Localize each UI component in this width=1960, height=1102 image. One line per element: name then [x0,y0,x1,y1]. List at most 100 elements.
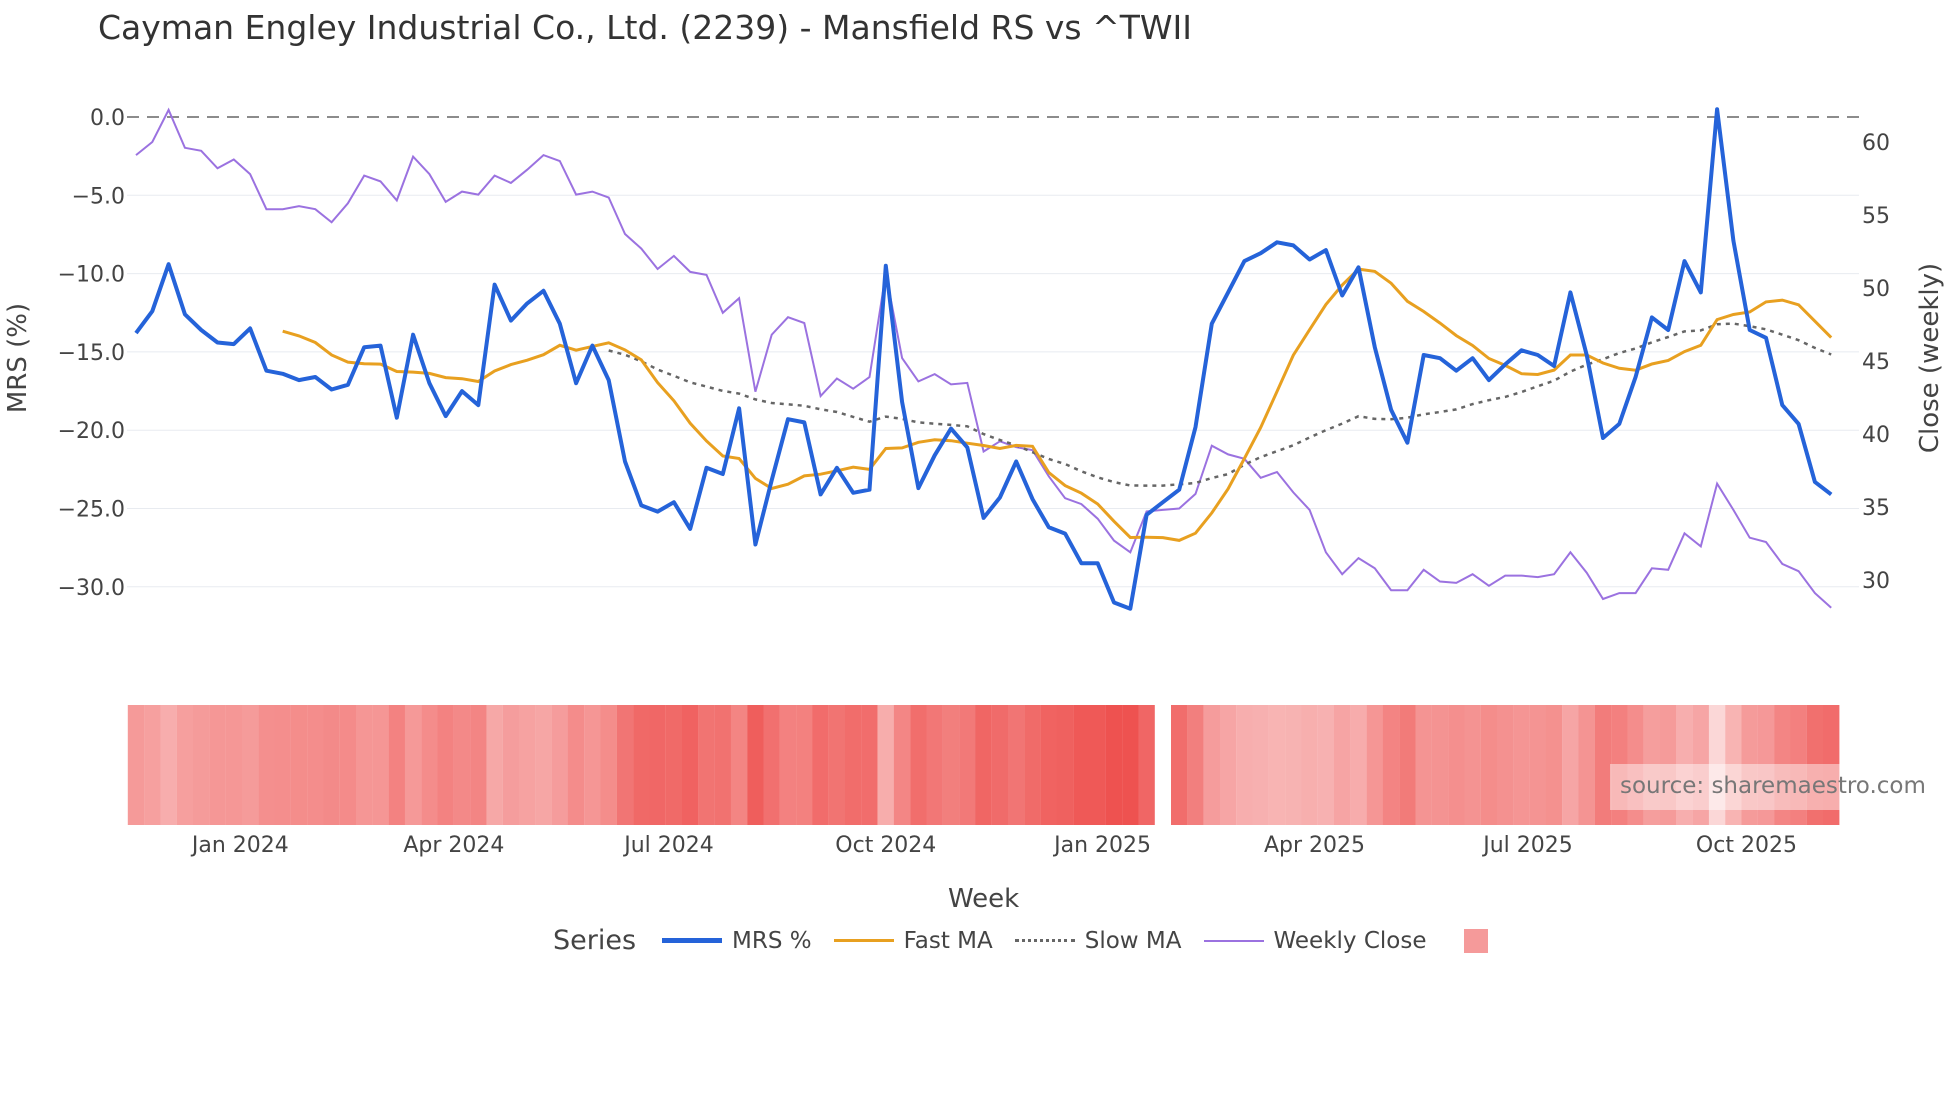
heatmap-cell [1252,705,1269,825]
legend-title: Series [553,925,637,956]
x-tick-label: Apr 2024 [403,833,504,858]
heatmap-cell [307,705,324,825]
heatmap-cell [910,705,927,825]
y-tick-label: −20.0 [58,419,125,444]
heatmap-cell [877,705,894,825]
heatmap-cell [388,705,405,825]
heatmap-cell [828,705,846,825]
heatmap-cell [926,705,943,825]
heatmap-cell [1529,705,1546,825]
heatmap-cell [942,705,960,825]
heatmap-cell [437,705,454,825]
y2-tick-label: 40 [1862,423,1890,448]
axis-labels: 0.0 −5.0 −10.0 −15.0 −20.0 −25.0 −30.0 60 55 50 45… [3,106,1945,914]
x-tick-label: Jan 2025 [1052,833,1151,858]
heatmap-cell [1431,705,1449,825]
y2-tick-label: 45 [1862,350,1890,375]
heatmap-cell [1660,705,1677,825]
heatmap-cell [1643,705,1661,825]
source-watermark: source: sharemaestro.com [1610,764,1926,810]
heatmap-cell [1676,705,1693,825]
heatmap-cell [633,705,650,825]
heatmap-cell [796,705,813,825]
heatmap-cell [486,705,503,825]
heatmap-cell [682,705,699,825]
heatmap-cell [959,705,976,825]
heatmap-cell [1089,705,1106,825]
legend-item-heatmap[interactable] [1464,928,1489,953]
heatmap-cell [1823,705,1840,825]
weekly-close-line [135,107,1832,609]
heatmap-cell [1366,705,1383,825]
heatmap-cell [1497,705,1514,825]
heatmap-cell [1138,705,1155,825]
heatmap-cell [274,705,291,825]
heatmap-cell [1187,705,1204,825]
heatmap-cell [258,705,275,825]
series-lines [134,107,1833,611]
heatmap-cell [1203,705,1220,825]
slow-ma-line [608,322,1832,487]
heatmap-cell [1448,705,1465,825]
heatmap-cell [1317,705,1335,825]
heatmap-cell [1285,705,1302,825]
heatmap-cell [1513,705,1530,825]
legend-label: Slow MA [1084,927,1182,954]
fast-ma-line [282,267,1833,542]
legend-swatch [1014,939,1075,942]
legend-item-weekly-close[interactable]: Weekly Close [1203,927,1427,954]
heatmap-cell [1725,705,1742,825]
heatmap-cell [1774,705,1791,825]
heatmap-cell [404,705,422,825]
x-tick-label: Oct 2024 [835,833,936,858]
y2-tick-label: 60 [1862,131,1890,156]
heatmap-cell [225,705,242,825]
heatmap-cell [453,705,471,825]
heatmap-cell [991,705,1009,825]
heatmap-cell [975,705,992,825]
heatmap-cell [1219,705,1237,825]
y2-tick-label: 35 [1862,496,1890,521]
heatmap-cell [1692,705,1709,825]
heatmap-cell [144,705,161,825]
heatmap-cell [812,705,829,825]
heatmap-cell [1627,705,1644,825]
legend-label: Fast MA [903,927,993,954]
heatmap-cell [1236,705,1253,825]
heatmap-cell [1399,705,1416,825]
x-tick-label: Jan 2024 [190,833,289,858]
heatmap-cell [1545,705,1563,825]
y-tick-label: −25.0 [58,498,125,523]
heatmap-cell [176,705,194,825]
legend-swatch-heatmap [1464,928,1489,953]
y-tick-label: −30.0 [58,576,125,601]
y2-tick-label: 50 [1862,277,1890,302]
heatmap-cell [551,705,568,825]
heatmap-cell [356,705,373,825]
y-tick-label: −15.0 [58,341,125,366]
heatmap-cell [1334,705,1351,825]
heatmap-cell [1171,705,1188,825]
heatmap-cell [502,705,520,825]
legend-item-slow-ma[interactable]: Slow MA [1014,927,1182,954]
heatmap-cell [845,705,862,825]
heatmap-cell [584,705,601,825]
heatmap-cell [1741,705,1758,825]
heatmap-cell [241,705,259,825]
legend-item-mrs[interactable]: MRS % [662,928,812,954]
heatmap-cell [1578,705,1595,825]
heatmap-cell [519,705,536,825]
heatmap-cell [714,705,731,825]
heatmap-cell [1350,705,1367,825]
mrs-line [134,107,1833,611]
heatmap-strip [127,705,1840,825]
heatmap-cell [372,705,389,825]
source-text: source: sharemaestro.com [1620,773,1926,799]
x-tick-label: Jul 2024 [622,833,714,858]
legend: Series MRS % Fast MA Slow MA Weekly Clos… [553,925,1510,956]
heatmap-cell [1415,705,1432,825]
heatmap-cell [1594,705,1612,825]
x-tick-label: Apr 2025 [1264,833,1365,858]
legend-item-fast-ma[interactable]: Fast MA [833,927,993,954]
legend-label: Weekly Close [1273,927,1427,954]
